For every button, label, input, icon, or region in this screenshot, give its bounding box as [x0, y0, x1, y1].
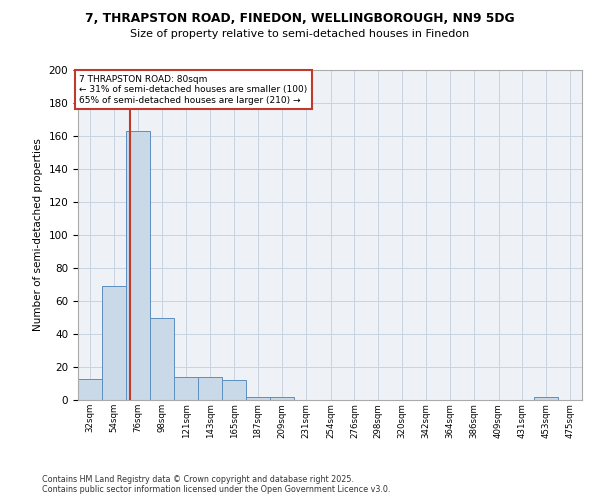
Text: Size of property relative to semi-detached houses in Finedon: Size of property relative to semi-detach…: [130, 29, 470, 39]
Bar: [175, 377, 199, 400]
Bar: [125, 131, 149, 400]
Bar: [246, 396, 270, 400]
Bar: [102, 286, 125, 400]
Y-axis label: Number of semi-detached properties: Number of semi-detached properties: [33, 138, 43, 332]
Bar: [149, 318, 175, 400]
Bar: [535, 396, 558, 400]
Text: 7 THRAPSTON ROAD: 80sqm
← 31% of semi-detached houses are smaller (100)
65% of s: 7 THRAPSTON ROAD: 80sqm ← 31% of semi-de…: [79, 75, 307, 104]
Bar: [222, 380, 246, 400]
Bar: [199, 377, 222, 400]
Text: 7, THRAPSTON ROAD, FINEDON, WELLINGBOROUGH, NN9 5DG: 7, THRAPSTON ROAD, FINEDON, WELLINGBOROU…: [85, 12, 515, 26]
Text: Contains HM Land Registry data © Crown copyright and database right 2025.
Contai: Contains HM Land Registry data © Crown c…: [42, 474, 391, 494]
Bar: [78, 378, 102, 400]
Bar: [270, 396, 293, 400]
